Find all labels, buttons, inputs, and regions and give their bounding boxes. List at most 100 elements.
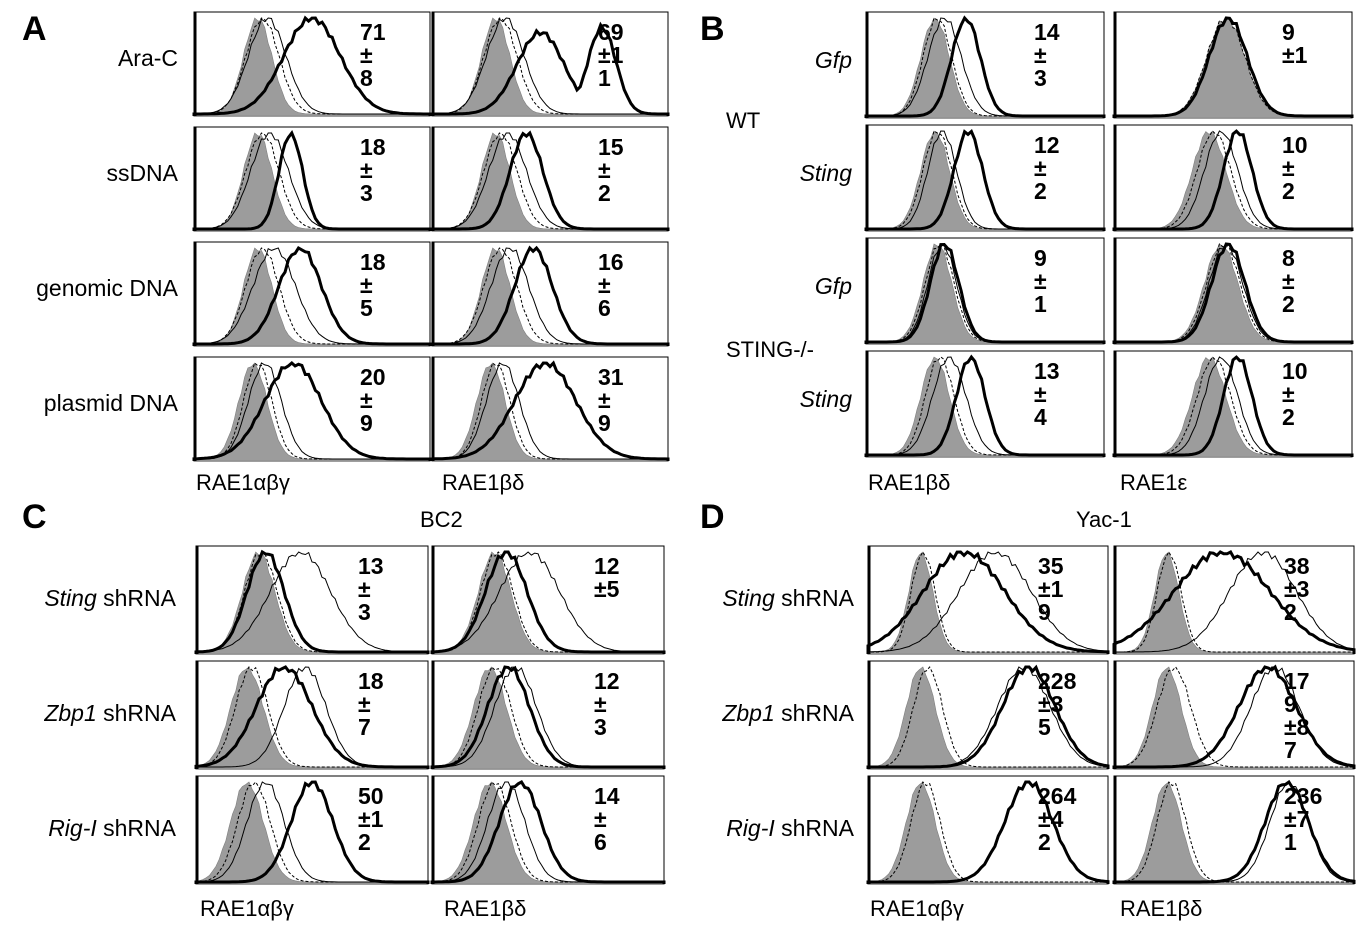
mfi-stat-text: ± (1282, 268, 1295, 294)
histogram-B-1-0: 12±2 (864, 124, 1106, 232)
gene-name: Sting (722, 585, 775, 611)
mfi-stat-text: 13 (1034, 358, 1060, 384)
dashed-histogram (1113, 781, 1355, 884)
histogram-B-2-0: 9±1 (864, 237, 1106, 345)
mfi-stat-text: 9 (1284, 691, 1297, 717)
mfi-stat-text: 2 (1038, 829, 1051, 855)
mfi-stat-text: 2 (1282, 291, 1295, 317)
mfi-stat-text: 14 (594, 783, 620, 809)
mfi-stat-text: 14 (1034, 19, 1060, 45)
row-label: Sting (800, 160, 853, 186)
treated-histogram (1112, 779, 1356, 884)
mfi-stat-text: 3 (358, 599, 371, 625)
mfi-stat-text: ±1 (598, 42, 624, 68)
isotype-control-histogram (1113, 781, 1355, 885)
x-axis-label: RAE1αβγ (196, 470, 290, 495)
mfi-stat-text: 10 (1282, 132, 1308, 158)
mfi-stat-text: 9 (360, 410, 373, 436)
row-label: genomic DNA (36, 275, 179, 301)
histogram-D-2-1: 236±71 (1112, 775, 1356, 885)
dashed-histogram (431, 362, 669, 461)
x-axis-label: RAE1βδ (442, 470, 524, 495)
mfi-stat-text: 20 (360, 364, 386, 390)
mfi-stat-text: 16 (598, 249, 624, 275)
mfi-stat-text: ± (1282, 155, 1295, 181)
row-label: Gfp (815, 47, 852, 73)
gene-name: Rig-I (726, 815, 775, 841)
histogram-C-0-0: 13±3 (194, 545, 430, 655)
row-label: Sting shRNA (722, 585, 854, 611)
treated-histogram (864, 129, 1106, 231)
mfi-stat-text: ± (594, 806, 607, 832)
mfi-stat-text: ± (1034, 42, 1047, 68)
treated-histogram (864, 242, 1106, 344)
mfi-stat-text: 69 (598, 19, 624, 45)
gene-name: Sting (44, 585, 97, 611)
row-label: Rig-I shRNA (726, 815, 854, 841)
row-label: Zbp1 shRNA (43, 700, 176, 726)
treated-histogram (864, 15, 1106, 118)
treated-histogram (430, 360, 670, 461)
mfi-stat-text: ± (598, 272, 611, 298)
histogram-B-2-1: 8±2 (1112, 237, 1354, 345)
mfi-stat-text: ± (1034, 381, 1047, 407)
row-label: Ara-C (118, 45, 178, 71)
treated-histogram (1112, 242, 1354, 344)
mfi-stat-text: 8 (1282, 245, 1295, 271)
histogram-B-3-1: 10±2 (1112, 350, 1354, 458)
isotype-control-histogram (867, 781, 1109, 885)
shrna-suffix: shRNA (97, 700, 177, 726)
x-axis-label: RAE1αβγ (200, 896, 294, 921)
mfi-stat-text: 9 (1034, 245, 1047, 271)
shrna-suffix: shRNA (775, 700, 855, 726)
mfi-stat-text: 4 (1034, 404, 1047, 430)
x-axis-label: RAE1βδ (444, 896, 526, 921)
mfi-stat-text: 2 (1284, 599, 1297, 625)
mfi-stat-text: ± (358, 691, 371, 717)
mfi-stat-text: 71 (360, 19, 386, 45)
mfi-stat-text: ± (1034, 155, 1047, 181)
mfi-stat-text: ±1 (358, 806, 384, 832)
mfi-stat-text: ±5 (594, 576, 620, 602)
panel-label-C: C (22, 498, 47, 536)
treated-histogram (1112, 355, 1354, 457)
shrna-suffix: shRNA (775, 585, 855, 611)
histogram-C-0-1: 12±5 (430, 545, 666, 655)
mfi-stat-text: 17 (1284, 668, 1310, 694)
thin-histogram (1113, 551, 1355, 654)
mfi-stat-text: 228 (1038, 668, 1077, 694)
mfi-stat-text: 12 (594, 668, 620, 694)
mfi-stat-text: 15 (598, 134, 624, 160)
mfi-stat-text: 5 (360, 295, 373, 321)
dashed-histogram (867, 666, 1109, 769)
mfi-stat-text: 13 (358, 553, 384, 579)
mfi-stat-text: ±3 (1284, 576, 1309, 602)
treated-histogram (194, 780, 430, 884)
mfi-stat-text: 2 (1034, 178, 1047, 204)
mfi-stat-text: 3 (594, 714, 607, 740)
mfi-stat-text: 12 (1034, 132, 1060, 158)
histogram-C-2-0: 50±12 (194, 775, 430, 885)
mfi-stat-text: ± (598, 157, 611, 183)
histogram-D-2-0: 264±42 (866, 775, 1110, 885)
mfi-stat-text: 35 (1038, 553, 1064, 579)
panel-title-C: BC2 (420, 507, 463, 532)
panel-label-D: D (700, 498, 725, 536)
shrna-suffix: shRNA (775, 815, 855, 841)
mfi-stat-text: ± (598, 387, 611, 413)
gene-name: Rig-I (48, 815, 97, 841)
treated-histogram (430, 130, 670, 231)
mfi-stat-text: 264 (1038, 783, 1077, 809)
mfi-stat-text: 18 (358, 668, 384, 694)
histogram-A-3-1: 31±9 (430, 356, 670, 462)
histogram-D-0-1: 38±32 (1112, 545, 1356, 655)
row-label: plasmid DNA (44, 390, 179, 416)
histogram-A-0-1: 69±11 (430, 11, 670, 117)
row-label: Zbp1 shRNA (721, 700, 854, 726)
treated-histogram (430, 550, 666, 654)
histogram-frame (431, 126, 669, 232)
histogram-A-1-0: 18±3 (192, 126, 432, 232)
histogram-A-2-1: 16±6 (430, 241, 670, 347)
mfi-stat-text: 2 (1282, 178, 1295, 204)
